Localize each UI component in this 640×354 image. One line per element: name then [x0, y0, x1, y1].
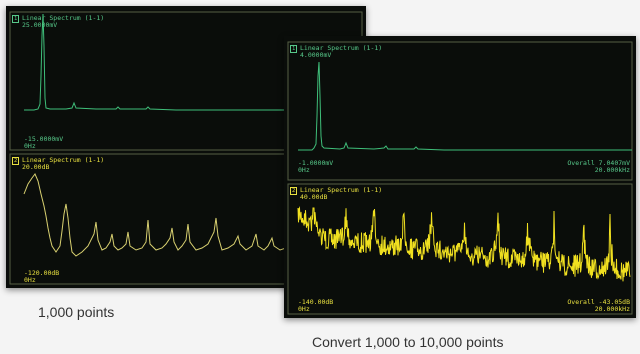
- left-top-title: Linear Spectrum (1-1): [22, 14, 105, 22]
- right-bottom-scale-bottom: -140.00dB: [298, 298, 334, 306]
- left-bottom-title: Linear Spectrum (1-1): [22, 156, 105, 164]
- spectrum-window-10000-points: 1 Linear Spectrum (1-1) 4.0000mV -1.0000…: [284, 36, 636, 318]
- right-top-x-end: 20.000kHz: [594, 166, 630, 174]
- left-top-trace: [24, 13, 362, 111]
- left-bottom-x-start: 0Hz: [24, 276, 36, 284]
- right-bottom-x-end: 20.000kHz: [594, 305, 630, 313]
- left-top-trace-tag: 1: [12, 15, 20, 23]
- left-bottom-scale-top: 20.00dB: [22, 163, 50, 171]
- right-top-x-start: 0Hz: [298, 166, 310, 174]
- right-top-title: Linear Spectrum (1-1): [300, 44, 383, 52]
- right-top-scale-bottom: -1.0000mV: [298, 159, 334, 167]
- right-caption: Convert 1,000 to 10,000 points: [312, 334, 504, 350]
- right-top-scale-top: 4.0000mV: [300, 51, 332, 59]
- right-top-pane-frame: [287, 41, 633, 181]
- left-top-scale-bottom: -15.0000mV: [24, 135, 64, 143]
- right-bottom-pane-frame: [287, 183, 633, 315]
- right-bottom-trace-tag: 2: [290, 187, 298, 195]
- left-caption: 1,000 points: [38, 304, 115, 320]
- right-bottom-title: Linear Spectrum (1-1): [300, 186, 383, 194]
- right-panel-graphics: [287, 41, 633, 315]
- right-bottom-scale-top: 40.00dB: [300, 193, 328, 201]
- right-top-trace-tag: 1: [290, 45, 298, 53]
- left-bottom-trace-tag: 2: [12, 157, 20, 165]
- left-panel-graphics: [9, 11, 363, 285]
- right-top-trace: [298, 61, 632, 151]
- right-bottom-overall: Overall -43.05dB: [567, 298, 630, 306]
- right-top-overall: Overall 7.0407mV: [567, 159, 630, 167]
- left-top-x-start: 0Hz: [24, 142, 36, 150]
- right-bottom-x-start: 0Hz: [298, 305, 310, 313]
- left-top-scale-top: 25.0000mV: [22, 21, 58, 29]
- left-bottom-scale-bottom: -120.00dB: [24, 269, 60, 277]
- right-bottom-trace: [297, 206, 631, 282]
